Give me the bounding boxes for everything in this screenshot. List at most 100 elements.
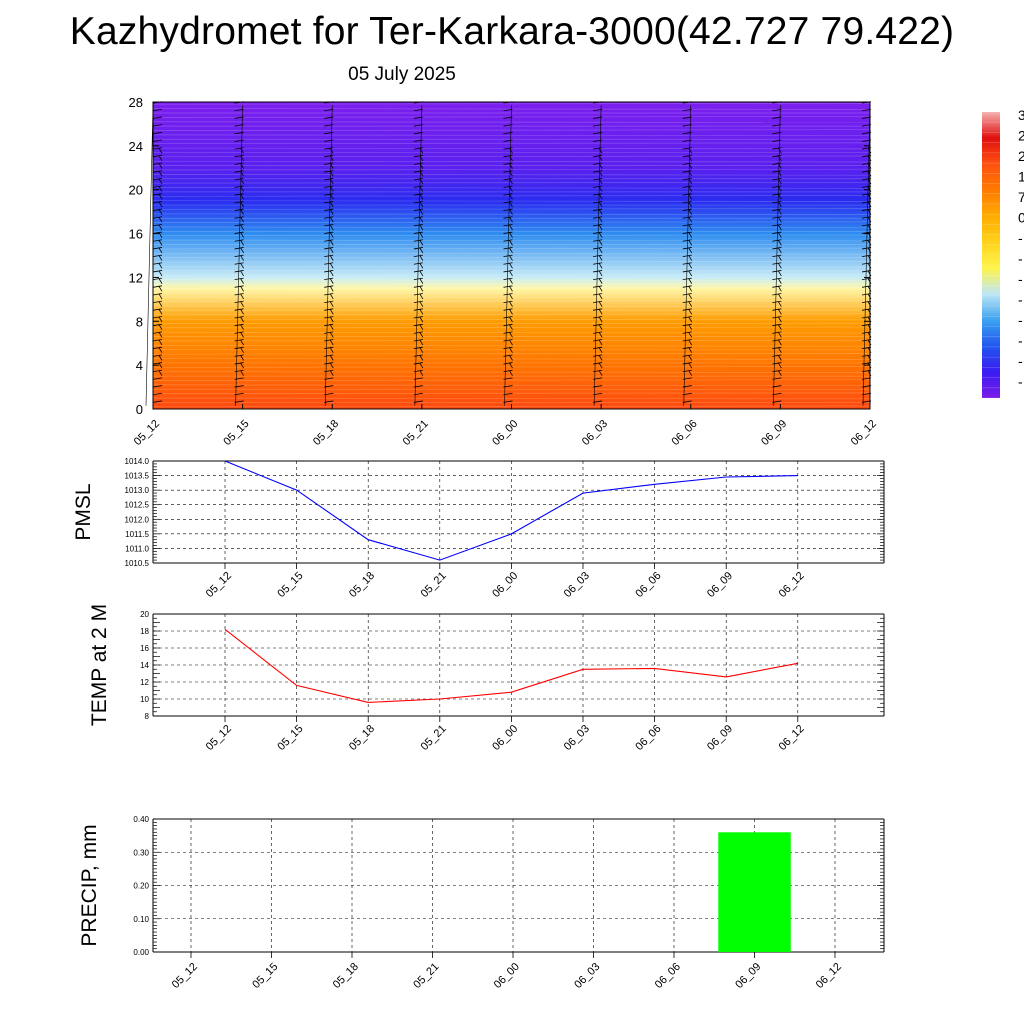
- wind-barb: [413, 139, 423, 142]
- wind-barb: [419, 193, 424, 200]
- wind-barb: [240, 255, 244, 261]
- wind-barb: [152, 308, 163, 311]
- wind-barb: [503, 200, 513, 204]
- wind-barb: [419, 255, 424, 261]
- wind-barb: [158, 309, 163, 315]
- wind-barb: [772, 162, 782, 165]
- colorbar-label: -: [1018, 353, 1023, 369]
- y-tick-label: 24: [129, 139, 143, 154]
- wind-barb: [234, 216, 244, 219]
- contour-line: [152, 318, 871, 321]
- wind-barb: [593, 177, 603, 181]
- wind-barb: [593, 285, 603, 288]
- contour-line: [152, 147, 871, 150]
- wind-barb: [593, 139, 603, 142]
- colorbar-label: 0: [1018, 210, 1024, 226]
- wind-barb: [413, 208, 423, 211]
- wind-barb: [593, 224, 603, 227]
- wind-barb: [152, 216, 163, 219]
- wind-barb: [772, 331, 782, 334]
- wind-barb: [598, 301, 603, 307]
- wind-barb: [419, 324, 424, 330]
- wind-barb: [509, 286, 513, 292]
- wind-barb: [688, 355, 693, 361]
- wind-barb: [682, 270, 692, 273]
- chart-title: Kazhydromet for Ter-Karkara-3000(42.727 …: [69, 10, 955, 53]
- wind-barb: [413, 170, 423, 173]
- wind-barb: [772, 139, 782, 142]
- contour-line: [152, 345, 871, 347]
- wind-barb: [152, 247, 163, 250]
- wind-barb: [158, 293, 163, 300]
- contour-line: [152, 279, 871, 281]
- precip-bar: [718, 832, 791, 952]
- wind-barb: [152, 239, 163, 242]
- wind-barb: [598, 201, 603, 208]
- wind-barb: [503, 224, 513, 227]
- wind-barb: [152, 316, 163, 319]
- wind-barb: [778, 370, 782, 376]
- wind-barb: [240, 186, 244, 192]
- wind-barb: [234, 139, 244, 142]
- wind-barb: [503, 400, 513, 403]
- wind-barb: [772, 293, 782, 296]
- x-tick-label: 06_06: [670, 418, 700, 448]
- wind-barb: [772, 185, 782, 188]
- wind-barb: [509, 355, 513, 361]
- colorbar-label: -: [1018, 374, 1023, 390]
- wind-barb: [152, 377, 163, 380]
- wind-barb: [509, 263, 513, 269]
- y-tick-label: 16: [129, 227, 143, 242]
- wind-barb: [324, 139, 334, 142]
- wind-barb: [413, 154, 423, 158]
- wind-barb: [598, 247, 603, 254]
- wind-barb: [593, 300, 603, 304]
- wind-barb: [152, 124, 163, 127]
- x-tick-label: 05_18: [347, 570, 377, 600]
- wind-barb: [503, 331, 513, 334]
- wind-barb: [158, 155, 163, 162]
- wind-barb: [598, 209, 603, 215]
- wind-barb: [593, 154, 603, 158]
- wind-barb: [419, 186, 424, 192]
- y-tick-label: 1011.5: [125, 530, 149, 539]
- wind-barb: [778, 232, 782, 238]
- wind-barb: [688, 201, 693, 208]
- contour-line: [152, 292, 871, 294]
- x-tick-label: 06_00: [492, 961, 522, 991]
- wind-barb-staff: [773, 105, 781, 406]
- wind-barb: [419, 270, 424, 277]
- wind-barb: [509, 224, 513, 231]
- wind-barb: [234, 200, 244, 204]
- wind-barb: [419, 355, 424, 361]
- wind-barb: [158, 347, 163, 353]
- wind-barb: [234, 293, 244, 296]
- wind-barb: [682, 339, 692, 342]
- colorbar-label: 1: [1018, 169, 1024, 185]
- wind-barb: [240, 193, 244, 200]
- temp-panel: 8 10 12 14 16 18 20 05_12 05_15 05_18 05_21 06_00 06…: [88, 604, 885, 753]
- wind-barb-staff: [593, 105, 602, 406]
- colorbar-label: -: [1018, 251, 1023, 267]
- wind-barb: [772, 270, 782, 273]
- wind-barb: [158, 316, 163, 323]
- wind-barb: [509, 247, 513, 254]
- wind-barb: [240, 209, 244, 215]
- x-tick-label: 05_18: [331, 961, 361, 991]
- chart-subtitle: 05 July 2025: [348, 64, 456, 85]
- wind-barb: [158, 170, 163, 177]
- wind-barb: [509, 301, 513, 307]
- wind-barb: [688, 316, 693, 323]
- wind-barb: [778, 362, 782, 369]
- wind-barb: [682, 277, 692, 281]
- wind-barb: [778, 224, 782, 231]
- wind-barb: [324, 147, 334, 150]
- wind-barb: [413, 193, 423, 196]
- wind-barb: [598, 324, 603, 330]
- wind-barb: [152, 354, 163, 357]
- wind-barb: [329, 332, 334, 338]
- wind-barb: [682, 162, 692, 165]
- wind-barb: [419, 339, 424, 346]
- contour-line: [152, 247, 871, 250]
- wind-barb: [509, 255, 513, 261]
